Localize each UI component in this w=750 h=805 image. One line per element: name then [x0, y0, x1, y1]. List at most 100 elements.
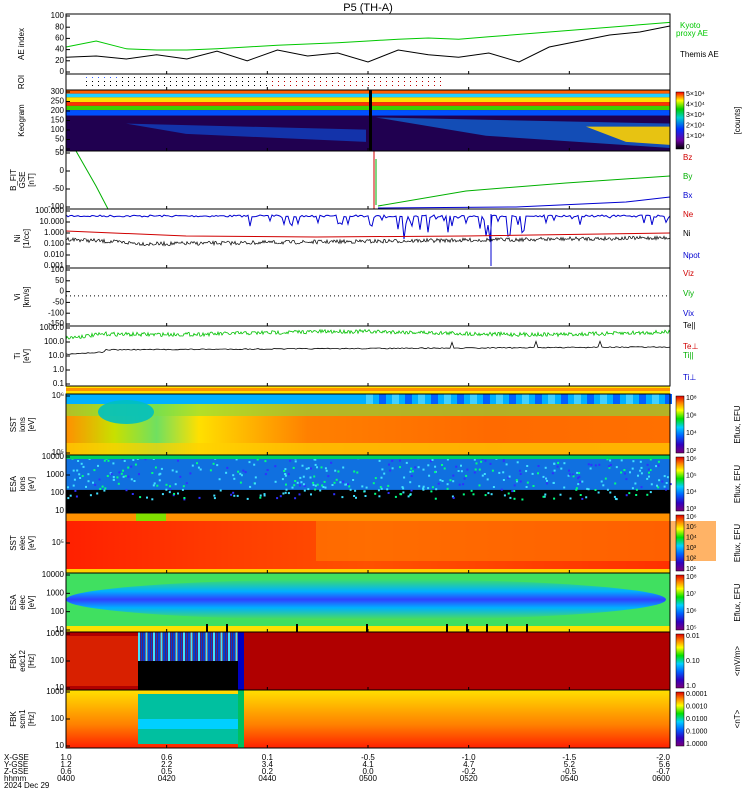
ti-par-line	[65, 328, 671, 340]
esa-ions-speck	[472, 493, 475, 496]
esa-ions-speck	[614, 482, 617, 485]
roi-dot	[110, 81, 111, 82]
esa-ions-speck	[312, 481, 315, 484]
esa-ions-speck	[287, 473, 290, 476]
sst-ions-cell	[418, 394, 425, 404]
roi-dot	[290, 77, 291, 78]
roi-dot	[284, 77, 285, 78]
colorbar-label: Eflux, EFU	[733, 465, 742, 503]
esa-ions-speck	[466, 468, 469, 471]
sst-ions-cell	[522, 394, 529, 404]
esa-ions-speck	[282, 492, 285, 495]
roi-dot	[128, 85, 129, 86]
esa-ions-speck	[470, 489, 473, 492]
esa-ions-speck	[389, 469, 392, 472]
esa-ions-speck	[478, 468, 481, 471]
roi-dot	[338, 85, 339, 86]
panel-frame-5	[65, 267, 671, 327]
esa-ions-speck	[94, 483, 97, 486]
esa-ions-speck	[489, 462, 492, 465]
fbk-e-column	[143, 632, 145, 661]
y-tick-label: 300	[51, 87, 65, 96]
esa-ions-speck	[589, 467, 592, 470]
colorbar-tick-label: 10¹	[686, 566, 697, 573]
fbk-e-column	[228, 632, 230, 661]
colorbar	[675, 395, 685, 454]
esa-ions-speck	[402, 491, 405, 494]
esa-ions-speck	[410, 475, 413, 477]
esa-ions-speck	[586, 487, 589, 490]
esa-ions-speck	[233, 494, 236, 497]
esa-ions-speck	[321, 484, 324, 487]
esa-ions-speck	[640, 466, 643, 469]
te-par-line	[65, 340, 671, 355]
y-tick-label: 10.000	[40, 217, 65, 226]
esa-ions-speck	[614, 497, 617, 500]
roi-dot	[158, 81, 159, 82]
esa-ions-speck	[519, 480, 522, 483]
y-axis-label: ions	[18, 417, 27, 432]
y-axis-label: [Hz]	[27, 654, 36, 668]
fbk-e-column	[175, 632, 178, 661]
esa-ions-speck	[428, 474, 431, 477]
esa-ions-speck	[314, 458, 317, 461]
esa-ions-speck	[449, 479, 452, 482]
sst-ions-cell	[431, 394, 438, 404]
esa-ions-speck	[339, 481, 342, 484]
colorbar	[675, 514, 685, 572]
esa-ions-speck	[284, 474, 287, 477]
esa-ions-speck	[212, 462, 215, 465]
y-axis-label: AE index	[17, 28, 26, 60]
y-axis-label: ions	[18, 477, 27, 492]
esa-elec-bar	[296, 624, 298, 632]
fbk-e-column	[163, 632, 165, 661]
esa-ions-speck	[324, 467, 327, 470]
y-axis-label: scm1	[18, 709, 27, 729]
roi-dot	[170, 85, 171, 86]
esa-ions-speck	[427, 487, 430, 490]
y-axis-label: [km/s]	[22, 286, 31, 307]
esa-ions-speck	[405, 461, 408, 464]
esa-ions-speck	[198, 496, 201, 499]
esa-ions-speck	[418, 485, 421, 488]
esa-ions-speck	[67, 497, 70, 500]
esa-ions-speck	[353, 470, 356, 473]
esa-ions-speck	[363, 490, 366, 493]
esa-ions-speck	[606, 488, 609, 491]
esa-ions-speck	[314, 488, 317, 491]
esa-ions-speck	[544, 466, 547, 469]
roi-dot	[116, 77, 117, 78]
y-tick-label: 10⁵	[52, 538, 64, 547]
esa-ions-speck	[169, 485, 171, 488]
esa-elec-bar	[226, 624, 228, 632]
esa-ions-speck	[312, 484, 315, 486]
esa-ions-speck	[505, 463, 508, 466]
esa-ions-speck	[581, 480, 584, 483]
esa-ions-speck	[103, 489, 106, 492]
esa-ions-speck	[519, 473, 522, 475]
esa-ions-speck	[409, 493, 412, 496]
esa-ions-speck	[552, 482, 555, 484]
keogram-band-4	[66, 105, 670, 111]
colorbar-tick-label: 10⁵	[686, 625, 697, 632]
colorbar-tick-label: 10⁶	[686, 413, 697, 420]
y-axis-label: [eV]	[27, 477, 36, 491]
esa-ions-speck	[342, 466, 345, 469]
legend-vix: Vix	[683, 309, 694, 318]
esa-ions-speck	[107, 459, 110, 462]
esa-ions-speck	[152, 484, 155, 487]
roi-dot	[128, 77, 129, 78]
roi-dot	[386, 77, 387, 78]
y-tick-label: -100	[48, 308, 65, 317]
roi-dot	[170, 77, 171, 78]
esa-ions-speck	[537, 465, 540, 467]
y-axis-label: [1/cc]	[22, 229, 31, 248]
roi-dot	[386, 85, 387, 86]
esa-ions-speck	[284, 468, 287, 471]
esa-ions-speck	[563, 486, 566, 489]
roi-dot	[374, 81, 375, 82]
esa-ions-speck	[177, 459, 179, 462]
x-tick-label: 1.0	[60, 753, 72, 762]
x-tick-label: 0.6	[161, 753, 173, 762]
esa-ions-speck	[474, 468, 477, 471]
